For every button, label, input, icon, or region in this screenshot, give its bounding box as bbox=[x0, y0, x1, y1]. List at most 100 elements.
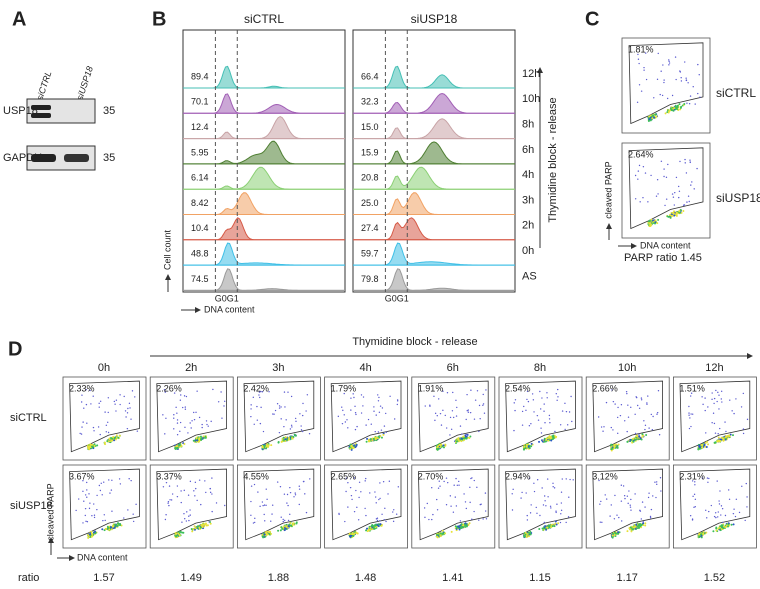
dot bbox=[469, 435, 472, 438]
dot bbox=[614, 403, 616, 405]
dot bbox=[548, 436, 551, 439]
dot bbox=[651, 117, 654, 120]
dot bbox=[460, 523, 463, 526]
dot bbox=[197, 525, 200, 528]
ratio: 1.52 bbox=[704, 572, 725, 584]
dot bbox=[675, 78, 677, 81]
dot bbox=[125, 416, 127, 418]
dot bbox=[725, 430, 727, 433]
dot bbox=[93, 444, 96, 447]
percent: 2.94% bbox=[505, 471, 531, 481]
dot bbox=[278, 431, 281, 434]
dot bbox=[679, 208, 682, 211]
dot bbox=[679, 106, 682, 109]
dot bbox=[691, 181, 693, 183]
dot bbox=[82, 522, 84, 524]
dot bbox=[611, 536, 614, 539]
dot bbox=[699, 533, 702, 536]
dot bbox=[656, 179, 659, 181]
dot bbox=[350, 445, 353, 448]
dot bbox=[657, 218, 660, 221]
dot bbox=[99, 489, 102, 492]
dot bbox=[349, 486, 352, 489]
dot bbox=[387, 493, 389, 495]
dot bbox=[111, 479, 113, 481]
dot bbox=[459, 425, 462, 427]
dot bbox=[175, 535, 178, 538]
dot bbox=[704, 397, 706, 399]
dot bbox=[571, 420, 573, 423]
dot bbox=[626, 440, 629, 443]
dot bbox=[279, 486, 282, 488]
dot bbox=[86, 521, 89, 523]
dot bbox=[191, 530, 194, 533]
dot bbox=[201, 525, 204, 528]
dot bbox=[355, 413, 357, 416]
dot bbox=[436, 447, 439, 450]
dot bbox=[671, 94, 674, 97]
dot bbox=[609, 515, 611, 517]
dot bbox=[680, 211, 683, 214]
gate bbox=[417, 468, 489, 541]
gate bbox=[243, 468, 315, 541]
percent: 2.64% bbox=[628, 149, 654, 159]
dot bbox=[680, 76, 682, 79]
percent: 48.8 bbox=[191, 248, 209, 258]
ratio: 1.41 bbox=[442, 572, 463, 584]
dot bbox=[685, 79, 688, 82]
dot bbox=[164, 433, 166, 435]
dot bbox=[652, 495, 654, 497]
plot-frame bbox=[236, 376, 321, 461]
dot bbox=[279, 529, 282, 532]
dot bbox=[616, 514, 618, 516]
dot bbox=[250, 415, 252, 418]
dot bbox=[543, 521, 546, 524]
dot bbox=[450, 505, 452, 507]
dot bbox=[655, 481, 658, 483]
percent: 66.4 bbox=[361, 71, 379, 81]
dot bbox=[104, 519, 106, 522]
dot bbox=[732, 512, 735, 515]
dot bbox=[105, 527, 108, 530]
dot bbox=[367, 529, 370, 532]
dot bbox=[564, 402, 566, 405]
dot bbox=[263, 504, 266, 506]
dot bbox=[454, 525, 457, 528]
dot bbox=[629, 526, 632, 529]
dot bbox=[523, 535, 526, 538]
dot bbox=[728, 434, 731, 437]
dot bbox=[253, 483, 256, 486]
dot bbox=[613, 444, 616, 447]
dot bbox=[717, 527, 720, 530]
dot bbox=[628, 490, 630, 492]
dot bbox=[455, 505, 458, 507]
dot bbox=[188, 519, 190, 522]
dot bbox=[470, 477, 472, 480]
dot bbox=[527, 445, 530, 448]
dot bbox=[102, 519, 104, 522]
dot bbox=[87, 536, 90, 539]
dot bbox=[119, 523, 122, 526]
dot bbox=[358, 496, 360, 499]
dot bbox=[119, 483, 122, 485]
dot bbox=[206, 423, 208, 426]
dot bbox=[353, 510, 356, 513]
dot bbox=[449, 434, 451, 436]
side-label: Thymidine block - release bbox=[547, 97, 559, 222]
dot bbox=[365, 424, 367, 426]
dot bbox=[648, 427, 650, 429]
dot bbox=[135, 503, 137, 506]
dot bbox=[258, 391, 261, 393]
dot bbox=[131, 390, 134, 392]
dot bbox=[111, 437, 114, 440]
dot bbox=[687, 195, 690, 197]
percent: 3.37% bbox=[156, 471, 182, 481]
dot bbox=[282, 520, 284, 523]
dot bbox=[744, 519, 746, 522]
dot bbox=[441, 529, 444, 532]
dot bbox=[396, 399, 399, 401]
dot bbox=[620, 500, 623, 502]
column-label: siUSP18 bbox=[75, 65, 95, 101]
dot bbox=[638, 84, 641, 86]
dot bbox=[259, 422, 262, 425]
